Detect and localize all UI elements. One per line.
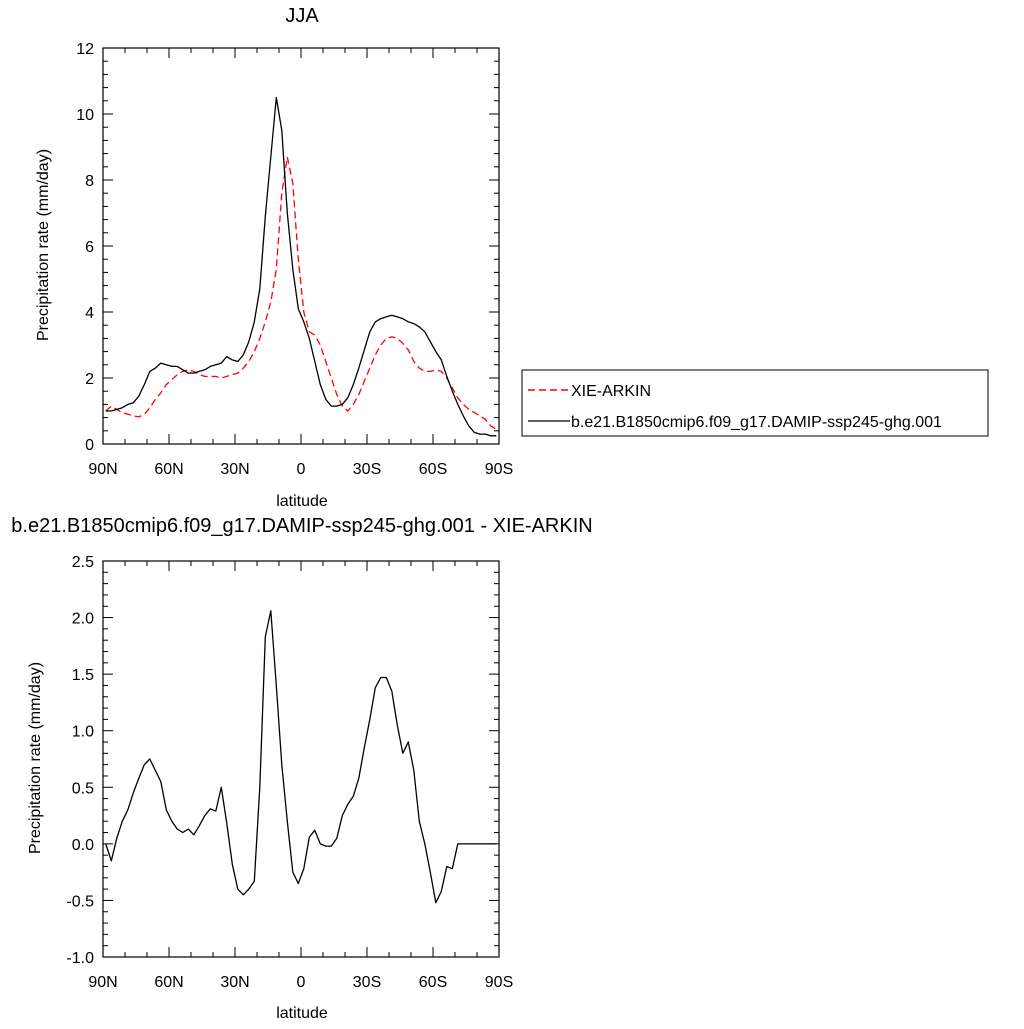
chart-bottom-y-tick-label: -1.0	[66, 950, 94, 967]
chart-bottom-x-tick-label: 60S	[419, 974, 447, 991]
chart-bottom-x-tick-label: 0	[297, 974, 306, 991]
chart-top-x-tick-label: 60S	[419, 461, 447, 478]
chart-top-x-tick-label: 30S	[353, 461, 381, 478]
chart-bottom-x-tick-label: 30N	[220, 974, 249, 991]
chart-bottom-axes: 90N 60N 30N 0 30S 60S 90S -1.0 -0.5 0.0 0.5 1.0 1.5 2…	[66, 554, 513, 991]
chart-bottom-ylabel: Precipitation rate (mm/day)	[27, 662, 44, 854]
legend-label-model: b.e21.B1850cmip6.f09_g17.DAMIP-ssp245-gh…	[571, 414, 942, 431]
chart-bottom-xlabel: latitude	[276, 1005, 328, 1022]
chart-bottom-series	[105, 610, 497, 904]
chart-bottom-y-tick-label: -0.5	[66, 893, 94, 910]
chart-top-series-line-1	[105, 96, 497, 437]
chart-top-y-tick-label: 12	[76, 41, 94, 58]
chart-bottom-y-tick-label: 1.0	[72, 724, 94, 741]
chart-bottom-x-tick-label: 90S	[485, 974, 513, 991]
chart-top-ylabel: Precipitation rate (mm/day)	[35, 149, 52, 341]
chart-bottom-title: b.e21.B1850cmip6.f09_g17.DAMIP-ssp245-gh…	[11, 515, 592, 537]
chart-top-y-tick-label: 2	[85, 371, 94, 388]
legend: XIE-ARKIN b.e21.B1850cmip6.f09_g17.DAMIP…	[521, 369, 989, 437]
chart-bottom-x-tick-label: 60N	[154, 974, 183, 991]
chart-top-y-tick-label: 4	[85, 305, 94, 322]
chart-top-y-tick-label: 6	[85, 239, 94, 256]
legend-label-xie-arkin: XIE-ARKIN	[571, 383, 651, 400]
chart-top-axes: 90N 60N 30N 0 30S 60S 90S 0 2 4 6 8 10 12	[76, 41, 513, 478]
chart-top-x-tick-label: 0	[297, 461, 306, 478]
chart-top-series-line-0	[105, 156, 497, 430]
chart-bottom-y-tick-label: 2.5	[72, 554, 94, 571]
chart-bottom-y-tick-label: 0.0	[72, 837, 94, 854]
chart-top-x-tick-label: 60N	[154, 461, 183, 478]
chart-bottom-plot-frame	[102, 560, 500, 958]
chart-top-series	[105, 96, 497, 437]
legend-box	[521, 369, 989, 437]
chart-top-y-tick-label: 0	[85, 437, 94, 454]
chart-top-x-tick-label: 90S	[485, 461, 513, 478]
chart-top-title: JJA	[285, 5, 319, 27]
chart-top-plot-frame	[102, 47, 500, 445]
chart-bottom-x-tick-label: 30S	[353, 974, 381, 991]
chart-bottom-difference: b.e21.B1850cmip6.f09_g17.DAMIP-ssp245-gh…	[11, 515, 592, 1022]
chart-bottom-y-tick-label: 2.0	[72, 611, 94, 628]
chart-top-xlabel: latitude	[276, 493, 328, 510]
chart-top-y-tick-label: 8	[85, 173, 94, 190]
chart-top-x-tick-label: 30N	[220, 461, 249, 478]
chart-bottom-series-line-0	[105, 610, 497, 904]
chart-top-jja: JJA latitude Precipitation rate (mm/day)…	[35, 5, 989, 510]
chart-bottom-y-tick-label: 1.5	[72, 667, 94, 684]
chart-top-y-tick-label: 10	[76, 107, 94, 124]
chart-bottom-y-tick-label: 0.5	[72, 780, 94, 797]
chart-bottom-x-tick-label: 90N	[88, 974, 117, 991]
chart-top-x-tick-label: 90N	[88, 461, 117, 478]
